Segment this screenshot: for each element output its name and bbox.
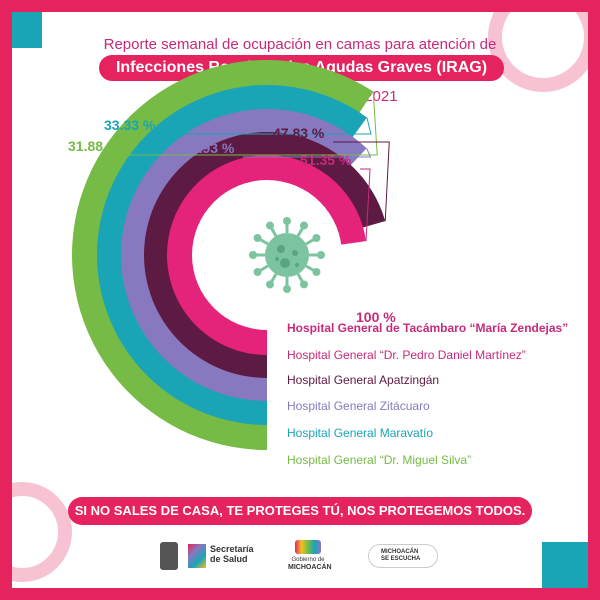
leader-line-4 [164, 117, 372, 135]
leader-line-1 [360, 168, 371, 242]
virus-body [265, 233, 309, 277]
hospital-label-0: Hospital General de Tacámbaro “María Zen… [287, 321, 568, 335]
value-label-2: 47.83 % [273, 125, 325, 141]
michoacan-seal-icon [160, 542, 178, 570]
gobierno-line-2: MICHOACÁN [288, 564, 332, 571]
hospital-label-5: Hospital General “Dr. Miguel Silva” [287, 453, 471, 467]
value-label-0: 100 % [356, 309, 396, 325]
salud-text: Secretaría de Salud [210, 544, 254, 564]
salud-line-1: Secretaría [210, 544, 254, 554]
virus-spike-tip [249, 251, 257, 259]
leader-line-3 [243, 148, 372, 158]
hospital-label-4: Hospital General Maravatío [287, 426, 433, 440]
virus-spike-tip [283, 217, 291, 225]
hospital-label-3: Hospital General Zitácuaro [287, 399, 430, 413]
escucha-line-2: SE ESCUCHA [381, 556, 421, 562]
gobierno-logo-icon [295, 540, 321, 554]
corner-square-top-left [12, 12, 42, 48]
chart-labels: 31.88 % 33.33 % 37.93 % 47.83 % 51.35 % 100 %… [68, 91, 568, 467]
virus-spike-tip [312, 234, 321, 242]
virus-spike-tip [253, 268, 262, 276]
virus-spike-tip [283, 285, 291, 293]
gobierno-line-1: Gobierno de [291, 557, 325, 563]
header-line-1: Reporte semanal de ocupación en camas pa… [103, 36, 497, 53]
hospital-label-2: Hospital General Apatzingán [287, 373, 439, 387]
virus-spike-tip [266, 280, 274, 289]
virus-spike-tip [312, 268, 321, 276]
footer-logos: Secretaría de Salud Gobierno de MICHOACÁ… [150, 540, 450, 580]
leader-line-5 [128, 91, 378, 156]
escucha-logo: MICHOACÁN SE ESCUCHA [368, 544, 438, 568]
gobierno-text: Gobierno de MICHOACÁN [288, 556, 332, 572]
virus-spot [275, 257, 279, 261]
virus-spot [280, 258, 290, 268]
virus-spot [292, 250, 298, 256]
value-label-1: 51.35 % [300, 152, 352, 168]
virus-spot [277, 245, 285, 253]
slogan-banner: SI NO SALES DE CASA, TE PROTEGES TÚ, NOS… [68, 497, 532, 525]
escucha-line-1: MICHOACÁN [381, 549, 419, 555]
salud-logo-icon [188, 544, 206, 568]
leader-line-2 [333, 141, 390, 222]
value-label-3: 37.93 % [183, 140, 235, 156]
virus-spot [295, 263, 299, 267]
virus-spike-tip [300, 221, 308, 230]
corner-square-bottom-right [542, 542, 588, 588]
virus-spike-tip [266, 221, 274, 230]
escucha-text: MICHOACÁN SE ESCUCHA [381, 549, 420, 563]
virus-icon [249, 217, 325, 293]
virus-spike-tip [317, 251, 325, 259]
salud-line-2: de Salud [210, 554, 248, 564]
virus-spike-tip [300, 280, 308, 289]
hospital-label-1: Hospital General “Dr. Pedro Daniel Martí… [287, 348, 526, 362]
virus-spike-tip [253, 234, 262, 242]
value-label-4: 33.33 % [104, 117, 156, 133]
value-label-5: 31.88 % [68, 138, 120, 154]
